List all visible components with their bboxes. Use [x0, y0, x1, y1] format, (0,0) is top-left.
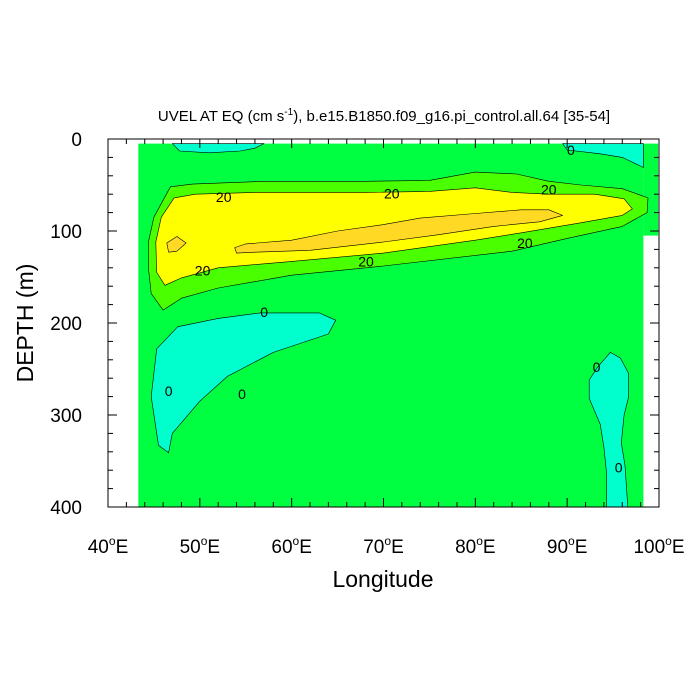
- contour-region-above-30-7: [234, 209, 563, 254]
- y-tick-label-1: 100: [50, 222, 82, 243]
- y-axis-label: DEPTH (m): [12, 264, 38, 383]
- contour-region-above-30-6: [166, 236, 187, 253]
- y-tick-label-3: 300: [50, 406, 82, 427]
- y-tick-label-4: 400: [50, 498, 82, 519]
- chart-title: UVEL AT EQ (cm s-1), b.e15.B1850.f09_g16…: [158, 107, 610, 125]
- axis-ticks: 40oE 50oE 60oE 70oE 80oE 90oE 100oE01002003004…: [50, 130, 684, 558]
- contour-label-3: 20: [195, 263, 211, 279]
- contour-label-7: 0: [165, 383, 173, 399]
- contour-label-2: 20: [541, 182, 557, 198]
- contour-region-below-0-1: [588, 352, 630, 508]
- contour-label-0: 20: [216, 189, 232, 205]
- x-tick-label-4: 80oE: [455, 534, 496, 558]
- contour-label-10: 0: [615, 459, 623, 475]
- x-tick-label-3: 70oE: [363, 534, 404, 558]
- contour-label-8: 0: [238, 386, 246, 402]
- x-tick-label-5: 90oE: [547, 534, 588, 558]
- contour-label-1: 20: [384, 185, 400, 201]
- x-tick-label-6: 100oE: [633, 534, 684, 558]
- x-tick-label-1: 50oE: [180, 534, 221, 558]
- contour-label-9: 0: [593, 359, 601, 375]
- x-tick-label-2: 60oE: [271, 534, 312, 558]
- contour-region-below-0-2: [172, 143, 265, 154]
- contour-label-5: 20: [517, 235, 533, 251]
- contour-label-6: 0: [260, 304, 268, 320]
- contour-label-4: 20: [358, 253, 374, 269]
- x-tick-label-0: 40oE: [88, 534, 129, 558]
- x-axis-label: Longitude: [332, 566, 433, 592]
- contour-region-below-0-0: [150, 312, 337, 454]
- y-tick-label-2: 200: [50, 314, 82, 335]
- filled-contour-regions: [138, 143, 659, 508]
- contour-label-11: 0: [567, 142, 575, 158]
- contour-region-below-0-3: [562, 143, 644, 168]
- contour-labels: 20 20 20 20 20 20 0 0 0 0 0 0: [165, 142, 623, 475]
- y-tick-label-0: 0: [71, 130, 82, 151]
